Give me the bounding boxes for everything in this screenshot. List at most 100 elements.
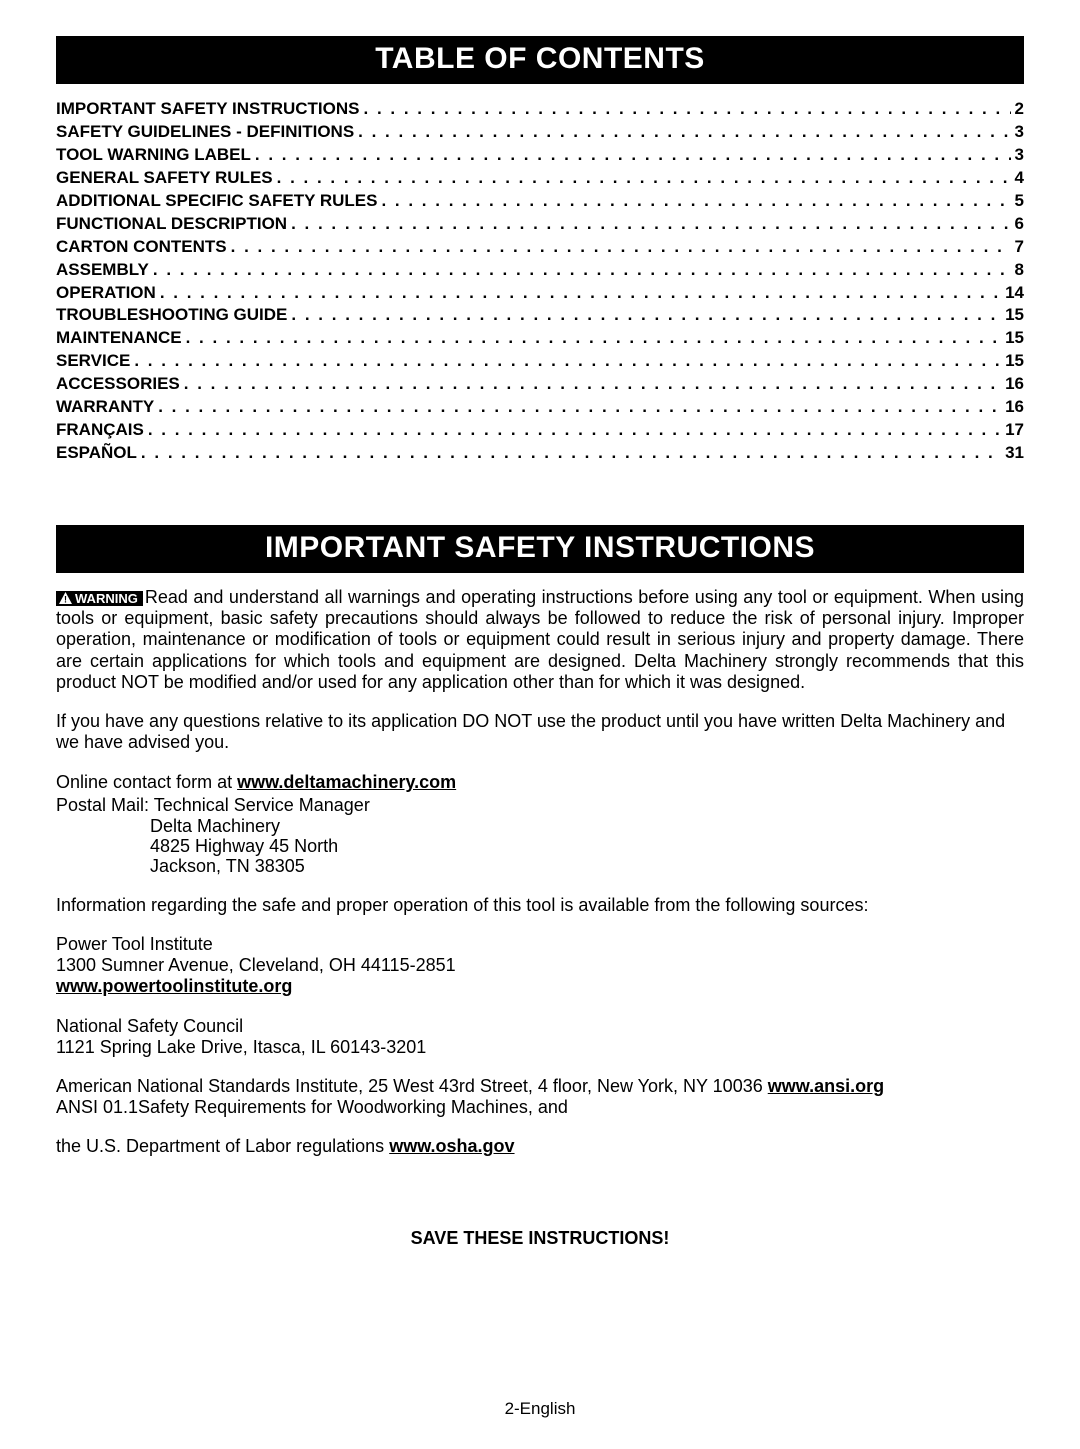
pti-block: Power Tool Institute 1300 Sumner Avenue,…	[56, 934, 1024, 998]
ansi-link[interactable]: www.ansi.org	[768, 1076, 884, 1096]
svg-text:!: !	[64, 595, 67, 605]
toc-row: OPERATION 14	[56, 282, 1024, 305]
pti-link[interactable]: www.powertoolinstitute.org	[56, 976, 1024, 997]
toc-page-number: 5	[1015, 190, 1024, 213]
toc-title: CARTON CONTENTS	[56, 236, 227, 259]
toc-title: IMPORTANT SAFETY INSTRUCTIONS	[56, 98, 360, 121]
toc-leader-dots	[153, 259, 1011, 282]
toc-title: ESPAÑOL	[56, 442, 137, 465]
toc-title: SERVICE	[56, 350, 130, 373]
toc-row: ASSEMBLY 8	[56, 259, 1024, 282]
toc-row: MAINTENANCE 15	[56, 327, 1024, 350]
toc-title: ACCESSORIES	[56, 373, 180, 396]
toc-row: IMPORTANT SAFETY INSTRUCTIONS 2	[56, 98, 1024, 121]
osha-prefix: the U.S. Department of Labor regulations	[56, 1136, 389, 1156]
toc-row: FUNCTIONAL DESCRIPTION 6	[56, 213, 1024, 236]
toc-page-number: 17	[1005, 419, 1024, 442]
info-line: Information regarding the safe and prope…	[56, 895, 1024, 916]
para2: If you have any questions relative to it…	[56, 711, 1024, 753]
toc-title: TOOL WARNING LABEL	[56, 144, 251, 167]
toc-title: FUNCTIONAL DESCRIPTION	[56, 213, 287, 236]
toc-title: WARRANTY	[56, 396, 154, 419]
pti-line2: 1300 Sumner Avenue, Cleveland, OH 44115-…	[56, 955, 1024, 976]
toc-leader-dots	[381, 190, 1010, 213]
table-of-contents: IMPORTANT SAFETY INSTRUCTIONS 2SAFETY GU…	[56, 98, 1024, 465]
document-page: TABLE OF CONTENTS IMPORTANT SAFETY INSTR…	[0, 0, 1080, 1449]
toc-row: WARRANTY 16	[56, 396, 1024, 419]
toc-title: FRANÇAIS	[56, 419, 144, 442]
save-instructions: SAVE THESE INSTRUCTIONS!	[56, 1228, 1024, 1249]
toc-page-number: 15	[1005, 327, 1024, 350]
online-contact-line: Online contact form at www.deltamachiner…	[56, 772, 1024, 793]
toc-page-number: 15	[1005, 350, 1024, 373]
online-prefix: Online contact form at	[56, 772, 237, 792]
toc-leader-dots	[160, 282, 1001, 305]
osha-link[interactable]: www.osha.gov	[389, 1136, 514, 1156]
toc-leader-dots	[277, 167, 1011, 190]
toc-page-number: 8	[1015, 259, 1024, 282]
toc-title: ASSEMBLY	[56, 259, 149, 282]
postal-addr1: Delta Machinery	[150, 816, 1024, 836]
toc-leader-dots	[291, 213, 1010, 236]
nsc-line2: 1121 Spring Lake Drive, Itasca, IL 60143…	[56, 1037, 1024, 1058]
warning-triangle-icon: !	[59, 592, 72, 604]
toc-row: ACCESSORIES 16	[56, 373, 1024, 396]
toc-row: TROUBLESHOOTING GUIDE 15	[56, 304, 1024, 327]
toc-page-number: 15	[1005, 304, 1024, 327]
warning-paragraph: ! WARNING Read and understand all warnin…	[56, 587, 1024, 693]
toc-row: SAFETY GUIDELINES - DEFINITIONS 3	[56, 121, 1024, 144]
toc-title: SAFETY GUIDELINES - DEFINITIONS	[56, 121, 354, 144]
postal-addr2: 4825 Highway 45 North	[150, 836, 1024, 856]
toc-page-number: 14	[1005, 282, 1024, 305]
pti-line1: Power Tool Institute	[56, 934, 1024, 955]
safety-header: IMPORTANT SAFETY INSTRUCTIONS	[56, 525, 1024, 573]
toc-leader-dots	[141, 442, 1001, 465]
nsc-line1: National Safety Council	[56, 1016, 1024, 1037]
toc-leader-dots	[148, 419, 1001, 442]
ansi-prefix: American National Standards Institute, 2…	[56, 1076, 768, 1096]
toc-leader-dots	[358, 121, 1010, 144]
postal-addr3: Jackson, TN 38305	[150, 856, 1024, 876]
toc-row: TOOL WARNING LABEL 3	[56, 144, 1024, 167]
postal-line: Postal Mail: Technical Service Manager	[56, 795, 1024, 816]
toc-row: GENERAL SAFETY RULES 4	[56, 167, 1024, 190]
toc-page-number: 7	[1015, 236, 1024, 259]
toc-page-number: 4	[1015, 167, 1024, 190]
toc-page-number: 16	[1005, 373, 1024, 396]
toc-page-number: 3	[1015, 144, 1024, 167]
toc-page-number: 31	[1005, 442, 1024, 465]
toc-row: CARTON CONTENTS 7	[56, 236, 1024, 259]
postal-block: Postal Mail: Technical Service Manager D…	[56, 795, 1024, 877]
toc-row: SERVICE 15	[56, 350, 1024, 373]
toc-leader-dots	[231, 236, 1011, 259]
warning-badge: ! WARNING	[56, 591, 143, 606]
toc-leader-dots	[184, 373, 1001, 396]
toc-leader-dots	[134, 350, 1001, 373]
toc-leader-dots	[158, 396, 1001, 419]
toc-page-number: 6	[1015, 213, 1024, 236]
toc-row: ADDITIONAL SPECIFIC SAFETY RULES 5	[56, 190, 1024, 213]
toc-leader-dots	[291, 304, 1001, 327]
para1-text: Read and understand all warnings and ope…	[56, 587, 1024, 692]
toc-leader-dots	[186, 327, 1001, 350]
toc-page-number: 2	[1015, 98, 1024, 121]
nsc-block: National Safety Council 1121 Spring Lake…	[56, 1016, 1024, 1058]
online-link[interactable]: www.deltamachinery.com	[237, 772, 456, 792]
ansi-block: American National Standards Institute, 2…	[56, 1076, 1024, 1118]
page-number: 2-English	[56, 1399, 1024, 1419]
ansi-line2: ANSI 01.1Safety Requirements for Woodwor…	[56, 1097, 1024, 1118]
toc-row: FRANÇAIS 17	[56, 419, 1024, 442]
toc-title: MAINTENANCE	[56, 327, 182, 350]
toc-page-number: 16	[1005, 396, 1024, 419]
toc-page-number: 3	[1015, 121, 1024, 144]
toc-title: TROUBLESHOOTING GUIDE	[56, 304, 287, 327]
toc-title: OPERATION	[56, 282, 156, 305]
toc-title: ADDITIONAL SPECIFIC SAFETY RULES	[56, 190, 377, 213]
toc-title: GENERAL SAFETY RULES	[56, 167, 273, 190]
toc-header: TABLE OF CONTENTS	[56, 36, 1024, 84]
warning-label-text: WARNING	[75, 592, 138, 605]
toc-leader-dots	[364, 98, 1011, 121]
osha-line: the U.S. Department of Labor regulations…	[56, 1136, 1024, 1157]
toc-row: ESPAÑOL 31	[56, 442, 1024, 465]
toc-leader-dots	[255, 144, 1011, 167]
